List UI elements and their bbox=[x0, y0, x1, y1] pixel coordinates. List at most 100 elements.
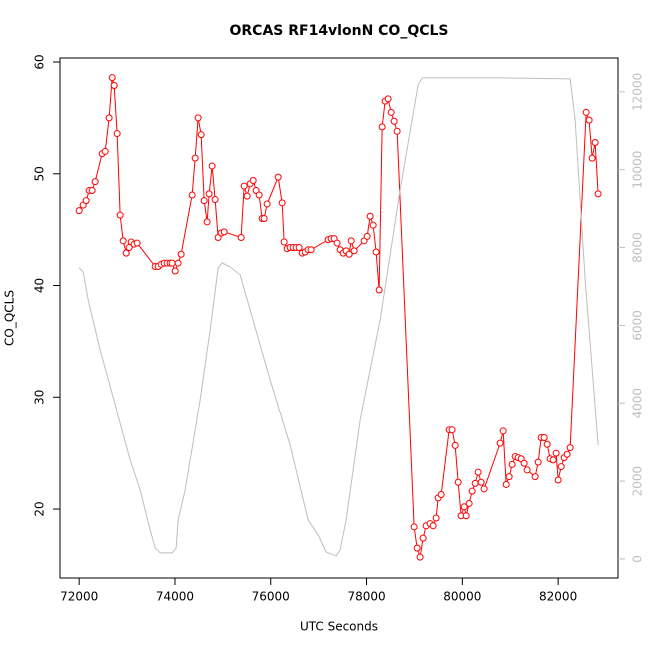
point bbox=[108, 74, 116, 82]
point bbox=[429, 522, 437, 530]
point bbox=[523, 466, 531, 474]
y2-tick-label: 2000 bbox=[631, 466, 645, 497]
point bbox=[393, 127, 401, 135]
point bbox=[240, 182, 248, 190]
point bbox=[243, 192, 251, 200]
point bbox=[496, 439, 504, 447]
point bbox=[554, 476, 562, 484]
point bbox=[295, 244, 303, 252]
point bbox=[255, 191, 263, 199]
point bbox=[416, 553, 424, 561]
point bbox=[88, 187, 96, 195]
x-axis-label: UTC Seconds bbox=[300, 620, 378, 634]
point bbox=[197, 131, 205, 139]
point bbox=[75, 207, 83, 215]
point bbox=[205, 190, 213, 198]
y-axis-label: CO_QCLS bbox=[3, 290, 17, 346]
point bbox=[171, 267, 179, 275]
point bbox=[419, 534, 427, 542]
point bbox=[563, 450, 571, 458]
y-tick-label: 50 bbox=[33, 166, 47, 181]
point bbox=[585, 116, 593, 124]
point bbox=[237, 233, 245, 241]
point bbox=[566, 444, 574, 452]
point bbox=[177, 250, 185, 258]
point bbox=[350, 247, 358, 255]
point bbox=[333, 239, 341, 247]
point bbox=[448, 426, 456, 434]
point bbox=[200, 197, 208, 205]
point bbox=[375, 286, 383, 294]
point bbox=[591, 138, 599, 146]
point bbox=[540, 434, 548, 442]
point bbox=[168, 259, 176, 267]
point bbox=[369, 221, 377, 229]
point bbox=[113, 130, 121, 138]
x-tick-label: 80000 bbox=[443, 590, 481, 604]
point bbox=[543, 440, 551, 448]
y-tick-label: 40 bbox=[33, 278, 47, 293]
point bbox=[480, 485, 488, 493]
point bbox=[499, 427, 507, 435]
point bbox=[105, 114, 113, 122]
series-line bbox=[78, 77, 599, 557]
point bbox=[274, 173, 282, 181]
y2-tick-label: 6000 bbox=[631, 310, 645, 341]
point bbox=[174, 259, 182, 267]
point bbox=[133, 239, 141, 247]
point bbox=[502, 480, 510, 488]
point bbox=[116, 211, 124, 219]
point bbox=[191, 154, 199, 162]
point bbox=[454, 478, 462, 486]
point bbox=[410, 523, 418, 531]
point bbox=[119, 237, 127, 245]
point bbox=[390, 117, 398, 125]
point bbox=[249, 176, 257, 184]
x-tick-label: 76000 bbox=[252, 590, 290, 604]
point bbox=[432, 514, 440, 522]
point bbox=[211, 195, 219, 203]
point bbox=[378, 123, 386, 131]
point bbox=[384, 95, 392, 103]
point bbox=[552, 449, 560, 457]
series-line bbox=[78, 77, 599, 558]
y2-tick-label: 8000 bbox=[631, 232, 645, 263]
plot-frame bbox=[59, 57, 619, 579]
point bbox=[531, 473, 539, 481]
point bbox=[520, 459, 528, 467]
y2-tick-label: 10000 bbox=[631, 151, 645, 189]
point bbox=[278, 199, 286, 207]
y2-tick-label: 12000 bbox=[631, 73, 645, 111]
point bbox=[220, 228, 228, 236]
y-tick-label: 20 bbox=[33, 501, 47, 516]
point bbox=[413, 544, 421, 552]
point bbox=[460, 503, 468, 511]
point bbox=[462, 512, 470, 520]
x-tick-label: 78000 bbox=[347, 590, 385, 604]
point bbox=[437, 491, 445, 499]
point bbox=[366, 212, 374, 220]
x-tick-label: 72000 bbox=[60, 590, 98, 604]
point bbox=[582, 108, 590, 116]
point bbox=[194, 114, 202, 122]
point bbox=[465, 499, 473, 507]
point bbox=[451, 441, 459, 449]
chart-title: ORCAS RF14vlonN CO_QCLS bbox=[229, 23, 448, 39]
point bbox=[471, 479, 479, 487]
point bbox=[477, 478, 485, 486]
point bbox=[505, 473, 513, 481]
point bbox=[588, 154, 596, 162]
point bbox=[508, 460, 516, 468]
point bbox=[534, 458, 542, 466]
y-tick-label: 60 bbox=[33, 54, 47, 69]
point bbox=[345, 250, 353, 258]
point bbox=[208, 162, 216, 170]
point bbox=[474, 468, 482, 476]
x-tick-label: 74000 bbox=[156, 590, 194, 604]
point bbox=[549, 456, 557, 464]
y-tick-label: 30 bbox=[33, 390, 47, 405]
y2-tick-label: 0 bbox=[631, 555, 645, 563]
point bbox=[110, 81, 118, 89]
point bbox=[557, 463, 565, 471]
